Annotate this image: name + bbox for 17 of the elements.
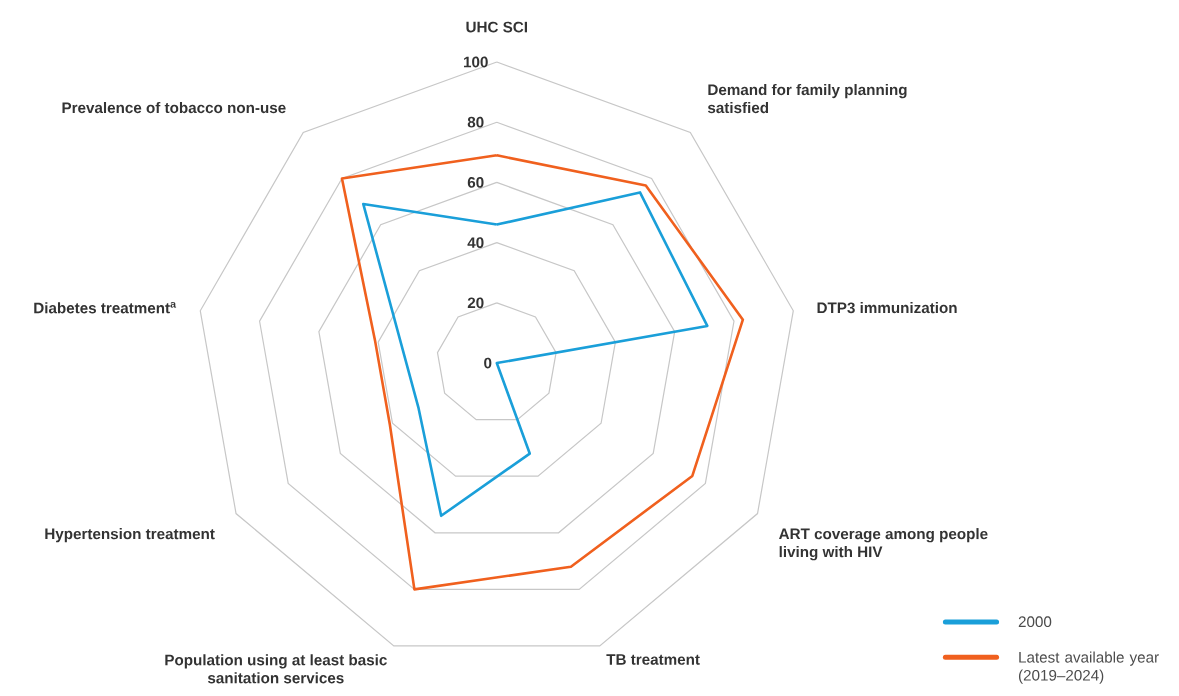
y-tick-label: 20 [467,297,484,309]
y-tick-label: 100 [464,56,488,68]
spoke-label: DTP3 immunization [817,302,957,314]
spoke-label: Diabetes treatment$^{a}$ [34,301,177,314]
legend-label: 2000 [1018,616,1052,628]
spoke-label: Hypertension treatment [45,528,215,543]
y-tick-label: 0 [484,357,492,369]
spoke-label: ART coverage among people living with HIV [779,528,988,561]
spoke-label: Population using at least basic sanitation services [165,654,387,684]
spoke-label: TB treatment [606,654,700,665]
y-tick-label: 60 [467,177,484,188]
legend-label: Latest available year (2019–2024) [1018,651,1159,684]
spoke-label: Prevalence of tobacco non-use [62,101,286,114]
spoke-label: Demand for family planning satisfied [707,83,907,114]
y-tick-label: 40 [467,237,484,249]
y-tick-label: 80 [467,116,484,128]
spoke-label: UHC SCI [466,21,527,33]
